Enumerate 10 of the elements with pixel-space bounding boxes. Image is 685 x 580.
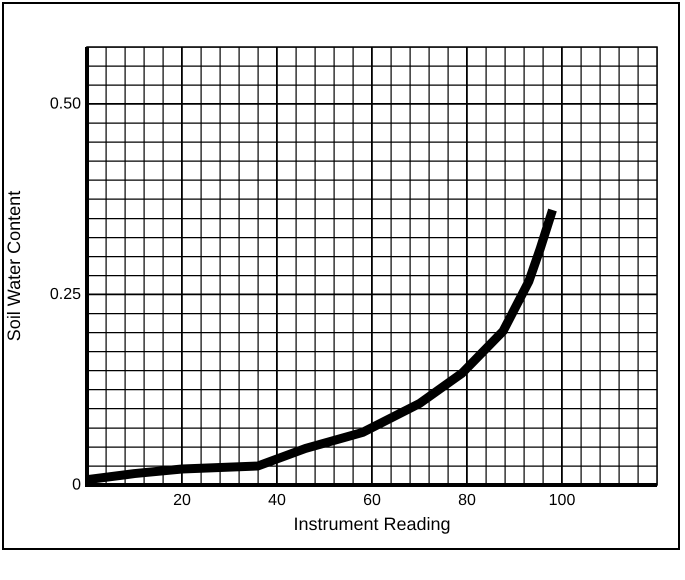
y-axis-title: Soil Water Content — [4, 190, 24, 342]
y-tick-label: 0.50 — [50, 96, 82, 113]
x-tick-label: 100 — [548, 492, 576, 510]
y-tick-label: 0 — [72, 476, 82, 494]
x-axis-title: Instrument Reading — [293, 514, 451, 534]
x-tick-label: 60 — [363, 492, 381, 510]
x-tick-label: 80 — [458, 492, 476, 510]
x-tick-label: 20 — [173, 492, 191, 510]
y-tick-label: 0.25 — [50, 286, 82, 303]
x-tick-label: 40 — [268, 492, 286, 510]
